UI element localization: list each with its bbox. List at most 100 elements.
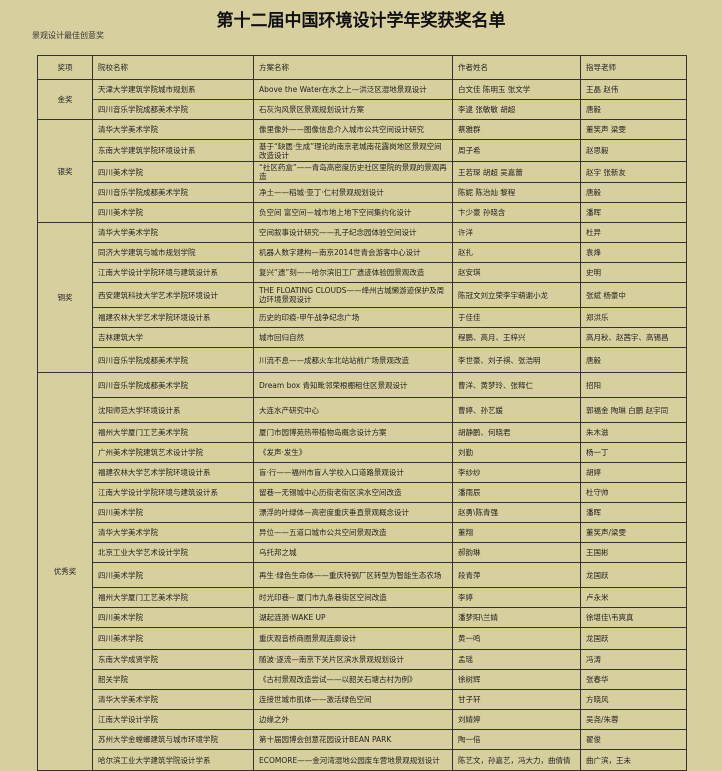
project-cell: 《发声·发生》 (253, 442, 453, 463)
authors-cell: 赵安琪 (452, 262, 581, 283)
advisors-cell: 郭福金 陶琳 白鹏 赵宇同 (580, 397, 687, 423)
project-cell: Above the Water在水之上—洪泛区湿地景观设计 (253, 79, 453, 100)
project-cell: ECOMORE——金河湾湿地公园废车营地景观规划设计 (253, 749, 453, 771)
table-row: 四川美术学院 再生·绿色生命体——重庆特钢厂区转型为智能生态农场 段青萍 龙国跃 (38, 562, 687, 588)
authors-cell: 刘婧婷 (452, 709, 581, 730)
school-cell: 同济大学建筑与城市规划学院 (92, 242, 254, 263)
authors-cell: 李婷 (452, 587, 581, 608)
project-cell: 净土——稻城·亚丁·仁村景观规划设计 (253, 182, 453, 203)
table-row: 江南大学设计学院环境与建筑设计系 复兴“遗”刻——哈尔滨旧工厂遗迹体验园景观改造赵… (38, 262, 687, 283)
advisors-cell: 史明 (580, 262, 687, 283)
table-row: 福州大学厦门工艺美术学院 厦门市园博苑热带植物岛概念设计方案 胡静鹏、何晓君 朱木滋 (38, 422, 687, 443)
school-cell: 四川美术学院 (92, 502, 254, 523)
advisors-cell: 龙国跃 (580, 627, 687, 650)
advisors-cell: 吴尧/朱蓉 (580, 709, 687, 730)
advisors-cell: 张斌 杨豪中 (580, 282, 687, 308)
advisors-cell: 张春华 (580, 669, 687, 690)
school-cell: 广州美术学院建筑艺术设计学院 (92, 442, 254, 463)
advisors-cell: 杜异 (580, 222, 687, 243)
advisors-cell: 曲广滨，王未 (580, 749, 687, 771)
project-cell: 城市回归自然 (253, 327, 453, 348)
project-cell: 重庆观音桥商圈景观连廊设计 (253, 627, 453, 650)
header-advisors: 指导老师 (580, 55, 687, 80)
table-row: 优秀奖 四川音乐学院成都美术学院 Dream box 青知毗邻荣根棚租住区景观设计曹… (37, 372, 687, 771)
advisors-cell: 卢永米 (580, 587, 687, 608)
project-cell: 再生·绿色生命体——重庆特钢厂区转型为智能生态农场 (253, 562, 453, 588)
school-cell: 江南大学设计学院环境与建筑设计系 (92, 262, 254, 283)
school-cell: 四川音乐学院成都美术学院 (92, 347, 254, 373)
authors-cell: 段青萍 (452, 562, 581, 588)
advisors-cell: 招阳 (580, 372, 687, 398)
authors-cell: 董翔 (452, 522, 581, 543)
project-cell: 《古村景观改造尝试——以韶关石塘古村为例》 (253, 669, 453, 690)
table-row: 东南大学成贤学院 随波·逐流—南京下关片区滨水景观规划设计 孟瑶 冯涛 (38, 649, 687, 670)
table-row: 福建农林大学艺术学院环境设计系 盲·行——福州市盲人学校入口道路景观设计 李纱纱 胡婷 (38, 462, 687, 483)
project-cell: 川流不息——成都火车北站站前广场景观改造 (253, 347, 453, 373)
advisors-cell: 方晓风 (580, 689, 687, 710)
authors-cell: 李世豪、刘子祺、张浩明 (452, 347, 581, 373)
authors-cell: 潘雨辰 (452, 482, 581, 503)
table-row: 东南大学建筑学院环境设计系 基于“缺匮·生成”理论的南京老城南花露岗地区景观空间改… (38, 139, 687, 162)
header-school: 院校名称 (92, 55, 254, 80)
award-category-label: 景观设计最佳创意奖 (32, 31, 104, 40)
authors-cell: 周子希 (452, 139, 581, 162)
advisors-cell: 胡婷 (580, 462, 687, 483)
school-cell: 四川音乐学院成都美术学院 (92, 182, 254, 203)
school-cell: 清华大学美术学院 (92, 222, 254, 243)
authors-cell: 刘勤 (452, 442, 581, 463)
authors-cell: 李逮 张敏敏 胡超 (452, 99, 581, 120)
table-row: 北京工业大学艺术设计学院 乌托邦之城 郝韵琳 王国彬 (38, 542, 687, 563)
project-cell: 连接世城市肌体——激活绿色空间 (253, 689, 453, 710)
project-cell: 基于“缺匮·生成”理论的南京老城南花露岗地区景观空间改造设计 (253, 139, 453, 162)
authors-cell: 黄一鸣 (452, 627, 581, 650)
project-cell: 历史的印痕-甲午战争纪念广场 (253, 307, 453, 328)
authors-cell: 陈妮 陈治灿 黎程 (452, 182, 581, 203)
school-cell: 西安建筑科技大学艺术学院环境设计 (92, 282, 254, 308)
advisors-cell: 赵思毅 (580, 139, 687, 162)
header-award: 奖项 (37, 55, 93, 80)
authors-cell: 孟瑶 (452, 649, 581, 670)
authors-cell: 潘梦阳\兰婧 (452, 607, 581, 628)
project-cell: 复兴“遗”刻——哈尔滨旧工厂遗迹体验园景观改造 (253, 262, 453, 283)
table-row: 四川美术学院 漂浮的叶绿体—高密度重庆垂直景观概念设计 赵勇\陈青强 潘晖 (38, 502, 687, 523)
award-level-cell: 铜奖 (37, 222, 93, 373)
advisors-cell: 龙国跃 (580, 562, 687, 588)
table-row: 银奖 清华大学美术学院 像里像外——图像信息介入城市公共空间设计研究 蔡雅群 董笑声 梁… (37, 119, 687, 223)
project-cell: THE FLOATING CLOUDS——绛州古城懒游迹保护及周边环境景观设计 (253, 282, 453, 308)
school-cell: 北京工业大学艺术设计学院 (92, 542, 254, 563)
advisors-cell: 潘晖 (580, 202, 687, 223)
school-cell: 四川音乐学院成都美术学院 (92, 99, 254, 120)
table-row: 四川音乐学院成都美术学院 石灰沟风景区景观规划设计方案 李逮 张敏敏 胡超 唐毅 (38, 99, 687, 120)
project-cell: 大连水产研究中心 (253, 397, 453, 423)
table-row: 清华大学美术学院 连接世城市肌体——激活绿色空间 甘子轩 方晓风 (38, 689, 687, 710)
advisors-cell: 高月秋、赵茜宇、高锡昌 (580, 327, 687, 348)
project-cell: 边缘之外 (253, 709, 453, 730)
award-table: 奖项 院校名称 方案名称 作者姓名 指导老师 金奖 天津大学建筑学院城市规划系 Ab… (37, 55, 687, 771)
school-cell: 四川美术学院 (92, 627, 254, 650)
authors-cell: 蔡雅群 (452, 119, 581, 140)
project-cell: 乌托邦之城 (253, 542, 453, 563)
header-project: 方案名称 (253, 55, 453, 80)
school-cell: 福建农林大学艺术学院环境设计系 (92, 462, 254, 483)
table-row: 西安建筑科技大学艺术学院环境设计 THE FLOATING CLOUDS——绛州古… (38, 282, 687, 308)
school-cell: 四川音乐学院成都美术学院 (92, 372, 254, 398)
project-cell: 漂浮的叶绿体—高密度重庆垂直景观概念设计 (253, 502, 453, 523)
advisors-cell: 唐毅 (580, 99, 687, 120)
project-cell: 第十届园博会创意花园设计BEAN PARK (253, 729, 453, 750)
project-cell: 像里像外——图像信息介入城市公共空间设计研究 (253, 119, 453, 140)
table-row: 苏州大学金螳螂建筑与城市环境学院 第十届园博会创意花园设计BEAN PARK 陶一倍… (38, 729, 687, 750)
advisors-cell: 冯涛 (580, 649, 687, 670)
table-row: 铜奖 清华大学美术学院 空间叙事设计研究——孔子纪念园体验空间设计 许洋 杜异 (37, 222, 687, 373)
authors-cell: 李纱纱 (452, 462, 581, 483)
school-cell: 苏州大学金螳螂建筑与城市环境学院 (92, 729, 254, 750)
table-row: 江南大学设计学院环境与建筑设计系 留巷—无锡城中心历街老街区滨水空间改造 潘雨辰 杜守… (38, 482, 687, 503)
authors-cell: 陈艺文，孙嘉艺，冯大力，曲倩倩 (452, 749, 581, 771)
authors-cell: 胡静鹏、何晓君 (452, 422, 581, 443)
advisors-cell: 唐毅 (580, 347, 687, 373)
table-row: 韶关学院 《古村景观改造尝试——以韶关石塘古村为例》 徐树辉 张春华 (38, 669, 687, 690)
award-level-cell: 金奖 (37, 79, 93, 120)
advisors-cell: 唐毅 (580, 182, 687, 203)
table-row: 四川美术学院 重庆观音桥商圈景观连廊设计 黄一鸣 龙国跃 (38, 627, 687, 650)
advisors-cell: 袁烽 (580, 242, 687, 263)
authors-cell: 于佳佳 (452, 307, 581, 328)
